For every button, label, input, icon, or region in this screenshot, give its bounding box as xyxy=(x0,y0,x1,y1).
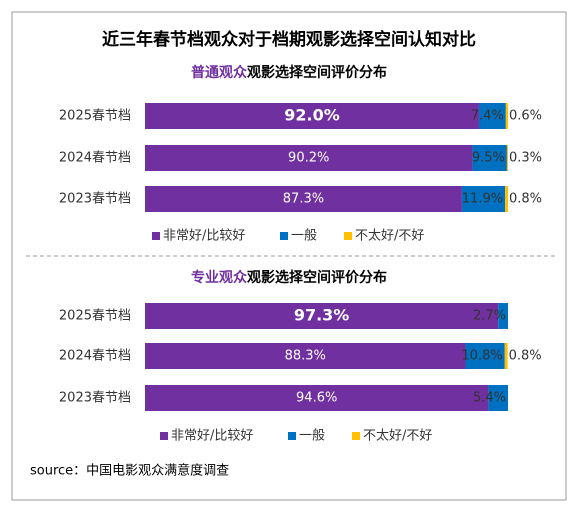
legend-label: 非常好/比较好 xyxy=(171,429,253,444)
subtitle-part: 观影选择空间评价分布 xyxy=(247,64,387,81)
legend-label: 一般 xyxy=(291,228,317,244)
legend-swatch xyxy=(288,432,296,440)
bar-segment xyxy=(498,303,508,329)
value-label: 90.2% xyxy=(288,151,329,166)
value-label: 11.9% xyxy=(462,192,503,207)
subtitle-part: 普通观众 xyxy=(191,64,247,81)
bar-segment xyxy=(506,145,508,171)
bar-segment xyxy=(145,343,466,369)
value-label: 0.6% xyxy=(509,109,542,124)
legend-swatch xyxy=(344,232,352,240)
bar-segment xyxy=(145,385,489,411)
value-label: 87.3% xyxy=(283,192,324,207)
source: source：中国电影观众满意度调查 xyxy=(30,463,229,479)
bar-segment xyxy=(145,186,462,212)
category-label: 2024春节档 xyxy=(59,151,131,166)
bar-segment xyxy=(465,343,505,369)
value-label: 97.3% xyxy=(294,306,350,325)
value-label: 5.4% xyxy=(473,391,506,406)
value-label: 0.8% xyxy=(509,349,542,364)
page-title: 近三年春节档观众对于档期观影选择空间认知对比 xyxy=(102,29,476,50)
legend-label: 非常好/比较好 xyxy=(163,229,245,244)
bar-segment xyxy=(505,186,508,212)
bar-segment xyxy=(504,343,508,369)
category-label: 2025春节档 xyxy=(59,309,131,324)
value-label: 0.8% xyxy=(509,192,542,207)
legend-label: 不太好/不好 xyxy=(363,429,432,444)
value-label: 2.7% xyxy=(473,309,506,324)
legend-label: 不太好/不好 xyxy=(355,229,424,244)
category-label: 2023春节档 xyxy=(59,192,131,207)
legend-label: 一般 xyxy=(299,428,325,444)
legend-swatch xyxy=(280,232,288,240)
chart-subtitle: 普通观众观影选择空间评价分布 xyxy=(191,64,387,81)
subtitle-part: 观影选择空间评价分布 xyxy=(247,269,387,286)
bar-segment xyxy=(145,103,479,129)
value-label: 88.3% xyxy=(285,349,326,364)
bar-segment xyxy=(145,303,499,329)
value-label: 0.3% xyxy=(509,151,542,166)
value-label: 7.4% xyxy=(471,109,504,124)
chart-subtitle: 专业观众观影选择空间评价分布 xyxy=(191,269,387,286)
value-label: 92.0% xyxy=(284,106,340,125)
bar-segment xyxy=(505,103,508,129)
bar-segment xyxy=(488,385,508,411)
value-label: 9.5% xyxy=(472,151,505,166)
bar-segment xyxy=(478,103,506,129)
bar-segment xyxy=(461,186,506,212)
bar-segment xyxy=(145,145,473,171)
legend-swatch xyxy=(352,432,360,440)
legend-swatch xyxy=(152,232,160,240)
legend-swatch xyxy=(160,432,168,440)
value-label: 94.6% xyxy=(296,391,337,406)
subtitle-part: 专业观众 xyxy=(191,269,247,286)
category-label: 2023春节档 xyxy=(59,391,131,406)
category-label: 2025春节档 xyxy=(59,109,131,124)
value-label: 10.8% xyxy=(461,349,502,364)
bar-segment xyxy=(472,145,507,171)
category-label: 2024春节档 xyxy=(59,349,131,364)
